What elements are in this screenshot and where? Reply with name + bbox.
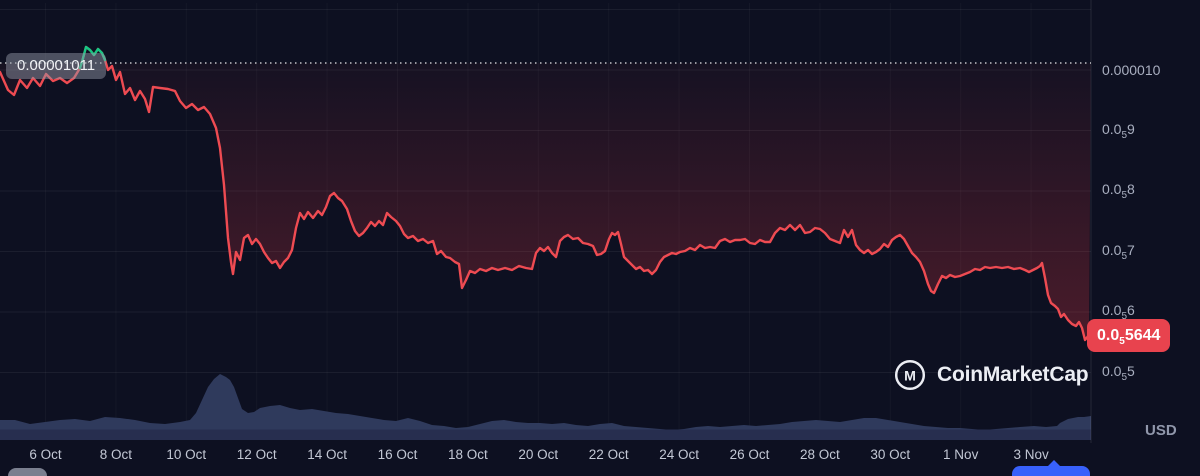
y-axis-label: 0.056 bbox=[1102, 302, 1135, 322]
x-axis-label: 8 Oct bbox=[99, 447, 133, 462]
last-price-badge: 0.055644 bbox=[1087, 319, 1171, 352]
x-axis-label: 16 Oct bbox=[377, 447, 418, 462]
x-axis-label: 30 Oct bbox=[870, 447, 911, 462]
x-axis-label: 10 Oct bbox=[166, 447, 207, 462]
x-axis-label: 14 Oct bbox=[307, 447, 347, 462]
price-area-fill bbox=[0, 63, 1091, 340]
y-axis-label: 0.000010 bbox=[1102, 62, 1161, 78]
currency-unit-label: USD bbox=[1145, 422, 1177, 439]
x-axis-label: 3 Nov bbox=[1013, 447, 1049, 462]
y-axis-label: 0.058 bbox=[1102, 181, 1135, 201]
timeline-scrubber-bar[interactable] bbox=[0, 429, 1091, 441]
x-axis-label: 18 Oct bbox=[448, 447, 488, 462]
left-edge-pill-cutoff bbox=[8, 468, 47, 476]
last-price-digits: 5644 bbox=[1124, 327, 1161, 344]
previous-close-price-pill: 0.00001011 bbox=[6, 53, 107, 79]
price-line-up-segment bbox=[78, 45, 107, 70]
date-tooltip-cutoff bbox=[1012, 466, 1090, 476]
coinmarketcap-watermark: M CoinMarketCap bbox=[893, 358, 1089, 392]
m-glyph: M bbox=[904, 368, 916, 384]
x-axis-label: 1 Nov bbox=[943, 447, 979, 462]
last-price-subscript: 5 bbox=[1119, 336, 1125, 347]
y-axis-label: 0.057 bbox=[1102, 241, 1135, 262]
x-axis-label: 6 Oct bbox=[29, 447, 62, 462]
x-axis-label: 12 Oct bbox=[236, 447, 277, 462]
x-axis-label: 24 Oct bbox=[659, 447, 699, 462]
price-line bbox=[0, 45, 1091, 342]
volume-area bbox=[0, 374, 1091, 433]
y-axis-label: 0.059 bbox=[1102, 120, 1135, 141]
x-axis-label: 28 Oct bbox=[800, 447, 840, 462]
x-axis-label: 20 Oct bbox=[518, 447, 559, 462]
x-axis-label: 22 Oct bbox=[588, 447, 629, 462]
last-price-pre: 0.0 bbox=[1097, 327, 1120, 344]
y-axis-label: 0.055 bbox=[1102, 362, 1135, 383]
coinmarketcap-m-icon: M bbox=[894, 359, 926, 391]
date-tooltip-caret bbox=[1047, 460, 1061, 467]
watermark-text: CoinMarketCap bbox=[937, 363, 1089, 386]
x-axis-label: 26 Oct bbox=[729, 447, 770, 462]
